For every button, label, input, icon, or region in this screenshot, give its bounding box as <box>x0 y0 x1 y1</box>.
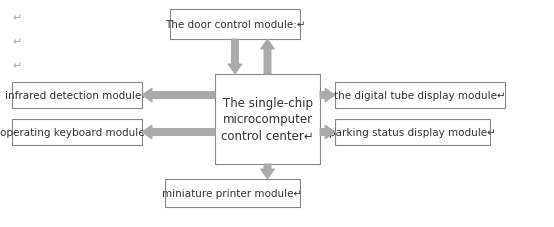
Bar <box>165 179 300 207</box>
FancyArrow shape <box>142 89 215 103</box>
Bar <box>335 83 505 109</box>
Bar <box>12 119 142 145</box>
FancyArrow shape <box>260 164 274 179</box>
Text: the digital tube display module↵: the digital tube display module↵ <box>334 91 506 101</box>
Bar <box>335 119 490 145</box>
Bar <box>170 10 300 40</box>
FancyArrow shape <box>228 40 242 75</box>
Text: The door control module:↵: The door control module:↵ <box>165 20 305 30</box>
Text: infrared detection module↵: infrared detection module↵ <box>4 91 150 101</box>
Text: The single-chip
microcomputer
control center↵: The single-chip microcomputer control ce… <box>221 96 314 143</box>
FancyArrow shape <box>260 40 274 75</box>
FancyArrow shape <box>320 89 335 103</box>
Bar <box>12 83 142 109</box>
FancyArrow shape <box>142 126 215 139</box>
FancyArrow shape <box>320 126 335 139</box>
Text: ↵: ↵ <box>12 13 22 23</box>
Text: operating keyboard module↵: operating keyboard module↵ <box>1 127 153 137</box>
Text: ↵: ↵ <box>12 61 22 71</box>
Text: parking status display module↵: parking status display module↵ <box>329 127 496 137</box>
Text: ↵: ↵ <box>12 37 22 47</box>
Bar <box>215 75 320 164</box>
Text: miniature printer module↵: miniature printer module↵ <box>162 188 302 198</box>
